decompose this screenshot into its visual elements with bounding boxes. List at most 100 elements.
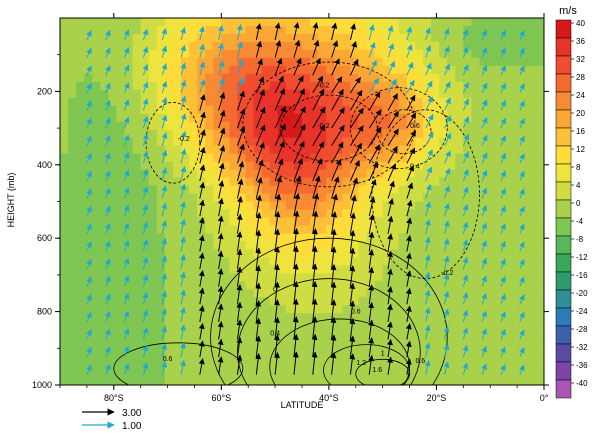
field-cell [519,57,529,67]
field-cell [423,177,432,187]
field-cell [326,289,335,298]
field-cell [302,257,311,266]
field-cell [487,233,497,242]
field-cell [398,89,408,99]
field-cell [132,297,142,306]
field-cell [310,169,319,179]
field-cell [293,81,303,91]
y-tick-label: 400 [37,160,52,170]
field-cell [326,57,335,67]
field-cell [245,345,255,354]
field-cell [382,145,392,155]
field-cell [205,57,214,67]
field-cell [463,41,472,51]
field-cell [116,377,126,385]
field-cell [326,217,335,227]
wind-vector [199,199,205,217]
field-cell [366,201,376,211]
field-cell [455,33,464,43]
field-cell [156,281,166,290]
field-cell [108,193,118,203]
field-cell [245,89,255,99]
field-cell [221,233,230,242]
field-cell [318,65,327,75]
field-cell [76,161,85,171]
field-cell [511,145,521,155]
field-cell [213,177,222,187]
field-cell [261,329,271,338]
field-cell [326,337,335,346]
field-cell [398,249,408,258]
field-cell [277,345,287,354]
field-cell [334,201,343,211]
field-cell [350,217,360,227]
field-cell [350,273,360,282]
field-cell [60,321,69,330]
field-cell [164,321,174,330]
field-cell [406,169,416,179]
field-cell [318,57,327,67]
field-cell [269,65,279,75]
wind-vector [386,303,393,322]
field-cell [310,177,319,187]
wind-vector [199,181,206,199]
field-cell [229,369,239,378]
wind-vector [236,59,244,76]
field-cell [253,121,263,131]
field-cell [326,185,335,195]
contour-label: 0.6 [415,358,425,365]
field-cell [423,57,432,67]
field-cell [164,105,174,115]
field-cell [213,41,222,51]
wind-vector [443,238,450,252]
field-cell [302,18,311,27]
wind-vector [274,105,286,129]
wind-vector [180,95,187,111]
field-cell [495,25,505,35]
field-cell [455,329,464,338]
field-cell [374,313,384,322]
colorbar-box [555,379,572,399]
field-cell [84,33,93,43]
field-cell [431,18,440,27]
field-cell [439,377,448,385]
field-cell [479,193,489,203]
field-cell [132,121,142,131]
field-cell [76,193,85,203]
wind-vector [104,205,111,217]
colorbar-label: -4 [576,217,584,226]
field-cell [181,105,190,115]
field-cell [374,97,384,107]
field-cell [285,49,295,59]
field-cell [342,337,351,346]
field-cell [519,305,529,314]
wind-vector [161,114,168,129]
field-cell [310,185,319,195]
field-cell [511,89,521,99]
field-cell [148,209,158,219]
field-cell [374,345,384,354]
wind-vector [387,250,393,270]
field-cell [382,153,392,163]
wind-vector [500,117,506,129]
field-cell [148,49,158,59]
field-cell [100,377,109,385]
wind-vector [86,364,92,375]
field-cell [334,49,343,59]
field-cell [76,241,85,250]
colorbar-label: 28 [576,73,585,82]
field-cell [447,145,456,155]
wind-vector [519,294,525,305]
field-cell [76,209,85,219]
field-cell [293,18,303,27]
field-cell [68,81,77,91]
field-cell [245,305,255,314]
field-cell [221,169,230,179]
field-cell [108,249,118,258]
field-cell [406,18,416,27]
field-cell [398,25,408,35]
field-cell [132,41,142,51]
field-cell [108,273,118,282]
field-cell [148,177,158,187]
field-cell [302,161,311,171]
